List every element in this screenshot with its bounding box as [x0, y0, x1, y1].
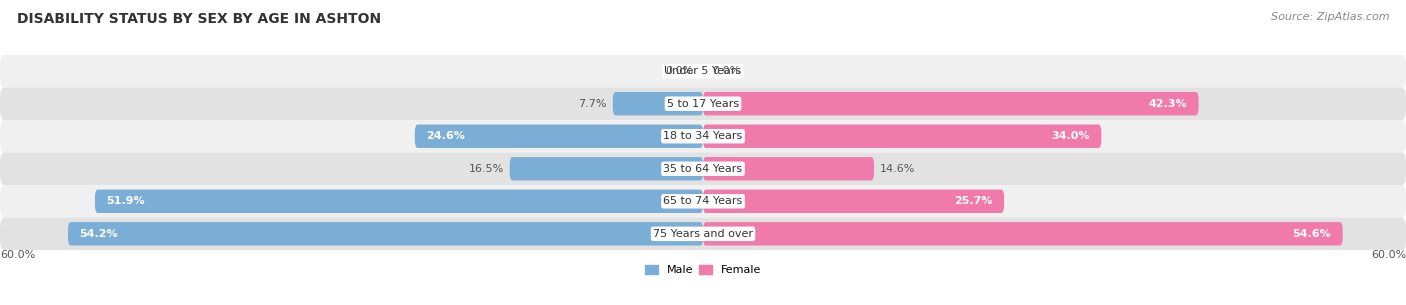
FancyBboxPatch shape [703, 157, 875, 181]
Text: 5 to 17 Years: 5 to 17 Years [666, 99, 740, 109]
Text: 42.3%: 42.3% [1149, 99, 1187, 109]
FancyBboxPatch shape [510, 157, 703, 181]
FancyBboxPatch shape [0, 152, 1406, 185]
Text: 14.6%: 14.6% [880, 164, 915, 174]
FancyBboxPatch shape [0, 120, 1406, 152]
Text: 60.0%: 60.0% [0, 250, 35, 260]
Text: Under 5 Years: Under 5 Years [665, 66, 741, 76]
Text: 7.7%: 7.7% [578, 99, 607, 109]
FancyBboxPatch shape [415, 124, 703, 148]
Text: 51.9%: 51.9% [107, 196, 145, 206]
FancyBboxPatch shape [703, 222, 1343, 246]
FancyBboxPatch shape [94, 190, 703, 213]
Text: 24.6%: 24.6% [426, 131, 465, 141]
Text: 35 to 64 Years: 35 to 64 Years [664, 164, 742, 174]
Text: 0.0%: 0.0% [665, 66, 693, 76]
FancyBboxPatch shape [703, 124, 1101, 148]
Text: 25.7%: 25.7% [953, 196, 993, 206]
Legend: Male, Female: Male, Female [640, 260, 766, 280]
Text: DISABILITY STATUS BY SEX BY AGE IN ASHTON: DISABILITY STATUS BY SEX BY AGE IN ASHTO… [17, 12, 381, 26]
FancyBboxPatch shape [0, 55, 1406, 88]
Text: 16.5%: 16.5% [468, 164, 503, 174]
Text: 60.0%: 60.0% [1371, 250, 1406, 260]
Text: 54.2%: 54.2% [80, 229, 118, 239]
FancyBboxPatch shape [0, 185, 1406, 217]
FancyBboxPatch shape [0, 217, 1406, 250]
Text: 0.0%: 0.0% [713, 66, 741, 76]
FancyBboxPatch shape [613, 92, 703, 115]
FancyBboxPatch shape [0, 88, 1406, 120]
Text: 75 Years and over: 75 Years and over [652, 229, 754, 239]
Text: Source: ZipAtlas.com: Source: ZipAtlas.com [1271, 12, 1389, 22]
Text: 65 to 74 Years: 65 to 74 Years [664, 196, 742, 206]
FancyBboxPatch shape [67, 222, 703, 246]
FancyBboxPatch shape [703, 190, 1004, 213]
Text: 34.0%: 34.0% [1052, 131, 1090, 141]
FancyBboxPatch shape [703, 92, 1198, 115]
Text: 18 to 34 Years: 18 to 34 Years [664, 131, 742, 141]
Text: 54.6%: 54.6% [1292, 229, 1331, 239]
